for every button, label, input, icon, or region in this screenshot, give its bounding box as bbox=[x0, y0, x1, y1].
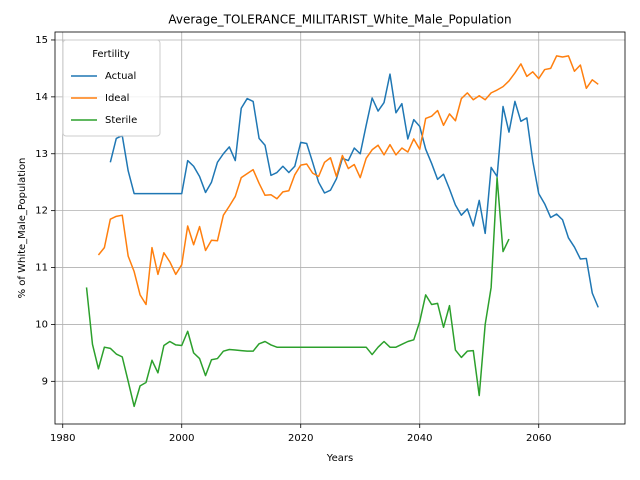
x-tick-label: 1980 bbox=[50, 433, 75, 444]
legend-title: Fertility bbox=[92, 49, 130, 60]
y-tick-label: 10 bbox=[35, 319, 48, 330]
x-axis-label: Years bbox=[326, 453, 353, 464]
data-line bbox=[97, 55, 599, 306]
y-tick-label: 15 bbox=[35, 35, 48, 46]
legend-label: Sterile bbox=[105, 115, 137, 126]
legend-box bbox=[62, 39, 161, 137]
data-line bbox=[109, 73, 599, 308]
x-tick-label: 2060 bbox=[526, 433, 551, 444]
x-tick-label: 2000 bbox=[169, 433, 194, 444]
plot-frame bbox=[54, 31, 626, 425]
y-tick-label: 13 bbox=[35, 149, 48, 160]
x-tick-label: 2040 bbox=[407, 433, 432, 444]
data-line bbox=[85, 176, 510, 408]
y-tick-label: 9 bbox=[42, 376, 48, 387]
y-axis-label: % of White_Male_Population bbox=[17, 158, 28, 299]
legend-label: Ideal bbox=[105, 93, 129, 104]
y-tick-label: 12 bbox=[35, 206, 48, 217]
x-tick-label: 2020 bbox=[288, 433, 313, 444]
legend-label: Actual bbox=[105, 71, 136, 82]
chart-title: Average_TOLERANCE_MILITARIST_White_Male_… bbox=[168, 13, 511, 27]
y-tick-label: 14 bbox=[35, 92, 48, 103]
y-tick-label: 11 bbox=[35, 263, 48, 274]
legend: Fertility Actual Ideal Sterile bbox=[62, 39, 161, 137]
